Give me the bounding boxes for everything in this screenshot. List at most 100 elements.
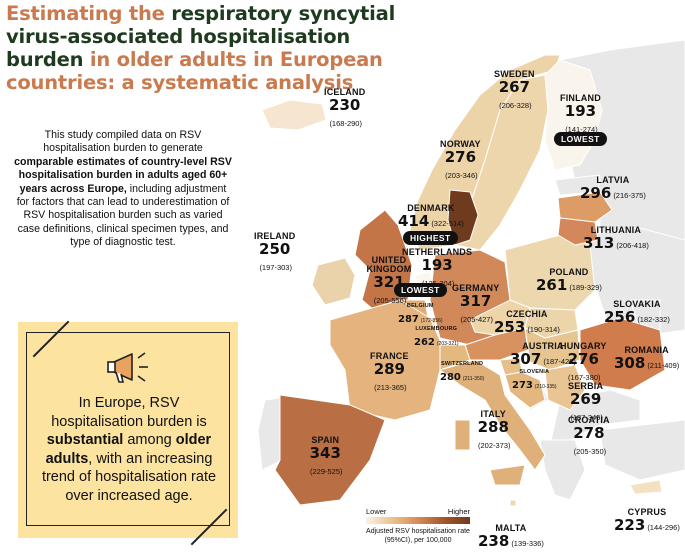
label-belgium: BELGIUM 287 (172-356)	[398, 303, 443, 326]
label-iceland-value: 230	[329, 96, 361, 114]
label-belgium-value: 287	[398, 313, 419, 325]
label-serbia-ci: (187-345)	[570, 413, 603, 422]
callout-box: In Europe, RSV hospitalisation burden is…	[18, 320, 238, 546]
callout-text-2: among	[123, 432, 176, 448]
label-sweden-ci: (206-328)	[499, 101, 532, 110]
label-germany-name: GERMANY	[452, 283, 500, 293]
label-lithuania: LITHUANIA 313 (206-418)	[583, 226, 649, 252]
label-france: FRANCE 289 (213-365)	[370, 352, 409, 394]
megaphone-icon	[107, 352, 148, 383]
label-slovakia-name: SLOVAKIA	[613, 299, 661, 309]
label-latvia-value: 296	[580, 184, 612, 202]
label-iceland-ci: (168-290)	[329, 119, 362, 128]
legend-gradient	[366, 517, 470, 524]
label-romania-name: ROMANIA	[624, 345, 669, 355]
label-czechia-ci: (190-314)	[527, 325, 560, 334]
label-malta-name: MALTA	[495, 523, 527, 533]
label-cyprus-value: 223	[614, 516, 646, 534]
label-austria-ci: (187-428)	[543, 357, 576, 366]
country-iceland	[261, 99, 327, 131]
label-uk-value: 321	[373, 273, 405, 291]
badge-highest-denmark: HIGHEST	[403, 231, 458, 245]
label-france-value: 289	[373, 360, 405, 378]
callout-frame	[26, 332, 230, 526]
country-italy-sicily	[489, 464, 526, 486]
label-italy-value: 288	[477, 418, 509, 436]
callout-text-3: , with an increasing trend of hospitalis…	[41, 450, 217, 504]
label-sweden-value: 267	[498, 78, 530, 96]
label-czechia-name: CZECHIA	[506, 309, 548, 319]
callout-text: In Europe, RSV hospitalisation burden is…	[32, 394, 226, 505]
label-spain-ci: (229-525)	[310, 467, 343, 476]
label-finland-value: 193	[564, 102, 597, 120]
intro-text: This study compiled data on RSV hospital…	[14, 129, 232, 250]
label-poland-value: 261	[536, 276, 568, 294]
label-belgium-name: BELGIUM	[406, 303, 434, 309]
label-hungary-ci: (167-380)	[568, 373, 601, 382]
label-slovakia-ci: (182-332)	[637, 315, 670, 324]
label-hungary: HUNGARY 276 (167-380)	[560, 342, 607, 384]
label-switzerland-name: SWITZERLAND	[440, 361, 484, 367]
label-uk: UNITED KINGDOM 321 (205-556)	[362, 256, 416, 307]
intro-text-2: including adjustment for factors that ca…	[16, 182, 230, 249]
label-belgium-ci: (172-356)	[420, 317, 443, 324]
region-turkey	[599, 419, 685, 481]
label-hungary-name: HUNGARY	[560, 341, 607, 351]
label-norway: NORWAY 276 (203-346)	[440, 140, 481, 182]
label-uk-name: UNITED KINGDOM	[366, 255, 412, 274]
label-poland: POLAND 261 (189-329)	[536, 268, 602, 294]
label-france-name: FRANCE	[370, 351, 409, 361]
country-italy-sardinia	[454, 419, 471, 451]
label-slovakia-value: 256	[604, 308, 636, 326]
label-germany: GERMANY 317 (205-427)	[452, 284, 499, 326]
label-hungary-value: 276	[567, 350, 599, 368]
label-uk-ci: (205-556)	[373, 296, 407, 305]
label-romania-value: 308	[614, 354, 646, 372]
intro-bold-1: comparable estimates of country-level RS…	[14, 155, 232, 195]
label-spain-value: 343	[309, 444, 341, 462]
country-spain	[274, 394, 386, 506]
label-malta: MALTA 238 (139-336)	[478, 524, 544, 550]
label-spain: SPAIN 343 (229-525)	[308, 436, 343, 478]
label-iceland-name: ICELAND	[324, 87, 366, 97]
label-denmark: DENMARK 414 (322-514)	[398, 204, 464, 230]
label-poland-name: POLAND	[549, 267, 589, 277]
label-finland: FINLAND 193 (141-274)	[560, 94, 601, 136]
label-luxembourg-name: LUXEMBOURG	[415, 326, 458, 332]
legend-caption: Adjusted RSV hospitalisation rate (95%CI…	[366, 528, 470, 544]
label-switzerland: SWITZERLAND 280 (211-350)	[440, 361, 484, 384]
label-slovakia: SLOVAKIA 256 (182-332)	[604, 300, 670, 326]
label-luxembourg: LUXEMBOURG 262 (203-321)	[414, 326, 459, 349]
legend-ends: Lower Higher	[366, 507, 470, 516]
callout-bold-1: substantial	[46, 432, 124, 448]
legend-high: Higher	[447, 507, 470, 516]
label-croatia-ci: (205-350)	[573, 447, 607, 456]
legend-low: Lower	[366, 507, 387, 516]
country-cyprus	[629, 479, 663, 495]
label-austria-value: 307	[510, 350, 542, 368]
label-austria: AUSTRIA 307 (187-428)	[510, 342, 576, 368]
label-czechia: CZECHIA 253 (190-314)	[494, 310, 560, 336]
label-malta-value: 238	[478, 532, 510, 550]
label-lithuania-value: 313	[583, 234, 615, 252]
label-switzerland-value: 280	[440, 371, 461, 383]
label-spain-name: SPAIN	[311, 435, 340, 445]
label-ireland-ci: (197-303)	[259, 263, 292, 272]
label-france-ci: (213-365)	[374, 383, 407, 392]
label-germany-value: 317	[460, 292, 492, 310]
country-ireland	[311, 257, 356, 306]
label-slovenia-value: 273	[512, 379, 533, 391]
label-denmark-value: 414	[398, 212, 430, 230]
label-lithuania-ci: (206-418)	[616, 241, 649, 250]
label-luxembourg-ci: (203-321)	[436, 340, 459, 347]
label-iceland: ICELAND 230 (168-290)	[324, 88, 365, 130]
label-cyprus-name: CYPRUS	[627, 507, 667, 517]
label-czechia-value: 253	[494, 318, 526, 336]
country-croatia	[504, 371, 546, 409]
label-serbia-name: SERBIA	[568, 381, 604, 391]
badge-lowest-finland: LOWEST	[554, 132, 607, 146]
label-croatia-name: CROATIA	[568, 415, 610, 425]
title-main: respiratory syncytial virus-associated h…	[6, 2, 396, 71]
label-latvia-name: LATVIA	[596, 175, 630, 185]
